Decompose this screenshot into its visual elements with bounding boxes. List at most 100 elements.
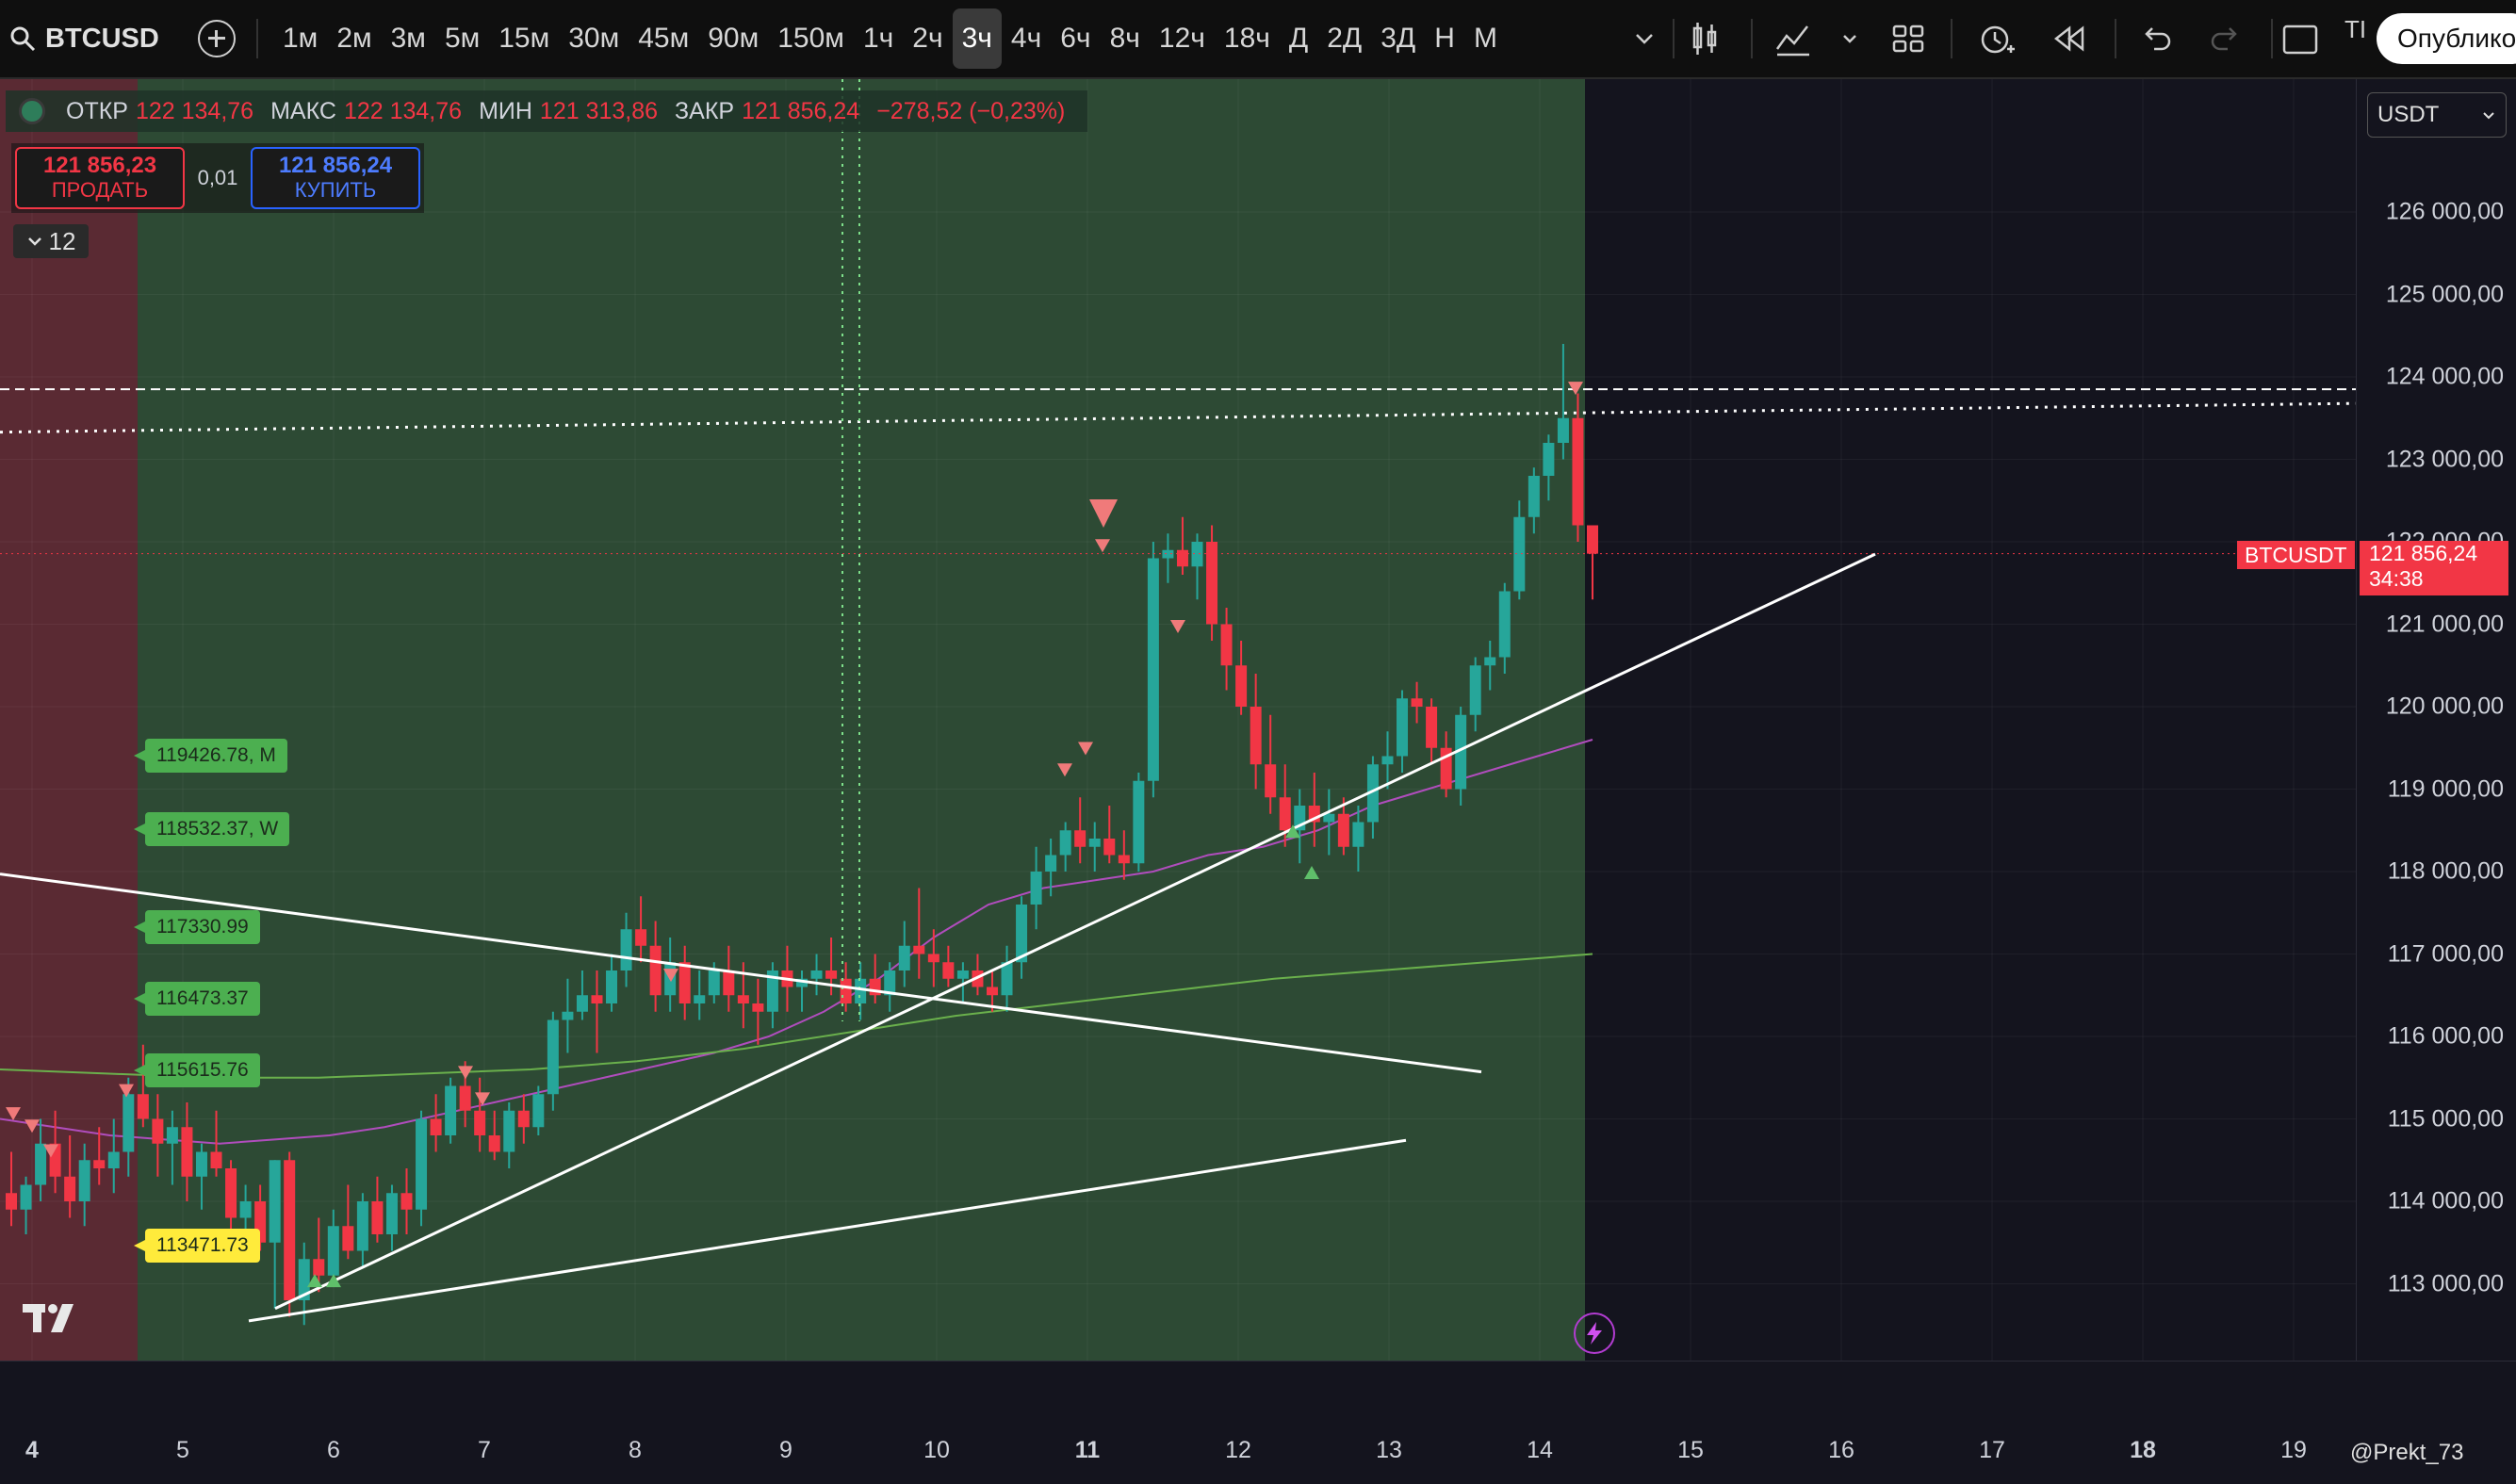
candle-body	[635, 929, 647, 946]
interval-14[interactable]: 8ч	[1109, 23, 1140, 54]
low-label: МИН	[479, 97, 532, 124]
interval-4[interactable]: 15м	[498, 23, 550, 54]
undo-button[interactable]	[2135, 17, 2179, 60]
compare-symbol-button[interactable]	[198, 0, 236, 77]
interval-0[interactable]: 1м	[283, 23, 319, 54]
candle-body	[810, 970, 823, 979]
price-scale[interactable]: 126 000,00 125 000,00 124 000,00 123 000,00…	[2356, 79, 2516, 1361]
candle-body	[430, 1118, 442, 1135]
interval-15[interactable]: 12ч	[1158, 23, 1205, 54]
sell-button[interactable]: 121 856,23 ПРОДАТЬ	[15, 147, 185, 209]
interval-11[interactable]: 3ч	[952, 8, 1002, 69]
layouts-button[interactable]	[1887, 17, 1930, 60]
interval-3[interactable]: 5м	[444, 23, 481, 54]
flash-alert-icon[interactable]	[1574, 1313, 1615, 1354]
fullscreen-button[interactable]	[2279, 17, 2322, 60]
sell-signal-marker	[1568, 382, 1583, 396]
interval-1[interactable]: 2м	[336, 23, 372, 54]
date-tick: 19	[2280, 1437, 2307, 1463]
candle-body	[371, 1201, 384, 1234]
level-tag: 115615.76	[134, 1053, 260, 1087]
candle-body	[1265, 764, 1277, 798]
candle-body	[927, 954, 939, 963]
candle-body	[225, 1168, 237, 1218]
interval-12[interactable]: 4ч	[1010, 23, 1042, 54]
undo-icon	[2145, 27, 2171, 51]
candle-body	[1498, 591, 1511, 658]
candle-body	[620, 929, 632, 970]
candle-body	[1279, 797, 1291, 831]
close-label: ЗАКР	[675, 97, 735, 124]
interval-16[interactable]: 18ч	[1223, 23, 1270, 54]
interval-9[interactable]: 1ч	[862, 23, 894, 54]
buy-signal-marker	[307, 1274, 322, 1288]
interval-7[interactable]: 90м	[708, 23, 760, 54]
buy-label: КУПИТЬ	[294, 178, 377, 202]
interval-20[interactable]: Н	[1434, 23, 1455, 54]
date-tick: 8	[629, 1437, 642, 1463]
indicators-dropdown[interactable]	[1828, 17, 1871, 60]
candle-body	[1001, 962, 1013, 996]
interval-19[interactable]: 3Д	[1381, 23, 1416, 54]
interval-18[interactable]: 2Д	[1327, 23, 1363, 54]
candle-body	[825, 970, 838, 979]
candle-body	[1513, 516, 1526, 592]
buy-button[interactable]: 121 856,24 КУПИТЬ	[251, 147, 420, 209]
interval-10[interactable]: 2ч	[912, 23, 943, 54]
candle-body	[1191, 542, 1203, 567]
currency-select[interactable]: USDT	[2367, 92, 2507, 138]
price-chart[interactable]	[0, 79, 2356, 1361]
candle-body	[1352, 822, 1364, 847]
trendline-falling	[0, 872, 1482, 1074]
candle-body	[723, 970, 735, 996]
price-tick: 123 000,00	[2385, 446, 2504, 472]
date-tick: 12	[1225, 1437, 1251, 1463]
lot-size[interactable]: 0,01	[197, 166, 238, 189]
candle-body	[1235, 665, 1248, 707]
interval-8[interactable]: 150м	[777, 23, 844, 54]
sell-signal-marker	[25, 1119, 40, 1133]
candle-body	[1543, 443, 1555, 476]
candle-body	[195, 1151, 207, 1177]
sell-signal-marker	[663, 969, 678, 983]
candle-body	[152, 1118, 164, 1144]
candle-body	[1557, 417, 1569, 443]
redo-button[interactable]	[2203, 17, 2246, 60]
level-tag: 117330.99	[134, 910, 260, 944]
interval-6[interactable]: 45м	[638, 23, 690, 54]
indicators-icon	[1775, 25, 1809, 57]
interval-dropdown-button[interactable]	[1623, 17, 1666, 60]
alert-button[interactable]	[1975, 17, 2018, 60]
level-tag: 118532.37, W	[133, 812, 290, 846]
indicators-collapse-button[interactable]: 12	[13, 224, 89, 258]
candle-body	[576, 995, 588, 1012]
candle-body	[1572, 417, 1584, 526]
high-value: 122 134,76	[343, 97, 463, 124]
date-tick: 9	[779, 1437, 792, 1463]
candle-body	[547, 1019, 559, 1095]
candle-body	[796, 978, 808, 987]
level-tag: 119426.78, M	[134, 739, 287, 773]
candle-body	[445, 1085, 457, 1135]
symbol-search[interactable]: BTCUSD	[9, 0, 159, 77]
replay-button[interactable]	[2049, 17, 2092, 60]
lightning-icon	[1587, 1322, 1602, 1345]
interval-21[interactable]: М	[1473, 23, 1497, 54]
interval-5[interactable]: 30м	[568, 23, 620, 54]
indicators-button[interactable]	[1772, 17, 1815, 60]
price-tick: 119 000,00	[2387, 775, 2504, 802]
time-scale[interactable]: 4 5 6 7 8 9 10 11 12 13 14 15 16 17 18 19	[0, 1361, 2516, 1484]
interval-13[interactable]: 6ч	[1060, 23, 1091, 54]
candle-body	[606, 970, 618, 1003]
bar-countdown: 34:38	[2369, 566, 2424, 591]
candle-body	[1074, 830, 1086, 847]
alarm-clock-icon	[1981, 25, 2015, 54]
interval-2[interactable]: 3м	[390, 23, 426, 54]
chart-type-button[interactable]	[1683, 17, 1726, 60]
interval-17[interactable]: Д	[1288, 23, 1309, 54]
publish-button[interactable]: Опублико	[2377, 13, 2516, 64]
chart-pane[interactable]	[0, 79, 2356, 1361]
candle-body	[1103, 839, 1116, 856]
candle-body	[210, 1151, 222, 1168]
candle-body	[1176, 549, 1188, 567]
